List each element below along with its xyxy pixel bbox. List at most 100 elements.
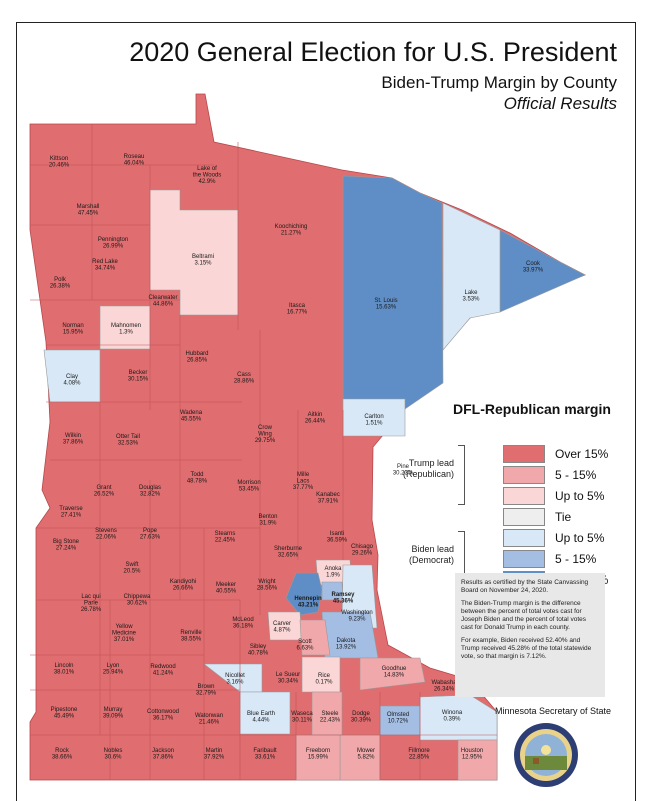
county-name: Roseau (124, 154, 145, 160)
county-margin: 45.55% (181, 417, 202, 423)
county-margin: 22.45% (215, 538, 236, 544)
county-name: Martin (206, 748, 223, 754)
county-margin: 37.91% (318, 499, 339, 505)
county-name: Waseca (291, 711, 313, 717)
county-margin: 22.43% (320, 718, 341, 724)
county-margin: 1.3% (119, 330, 133, 336)
county-margin: 4.08% (63, 381, 81, 387)
county-margin: 40.78% (248, 651, 269, 657)
county-margin: 33.97% (523, 268, 544, 274)
notes-definition: The Biden-Trump margin is the difference… (461, 600, 587, 631)
county-margin: 5.82% (357, 755, 375, 761)
county-margin: 13.92% (336, 645, 357, 651)
county-name: Houston (461, 748, 483, 754)
county-name: Wabasha (431, 680, 457, 686)
county-margin: 38.55% (181, 637, 202, 643)
county-margin: 27.24% (56, 546, 77, 552)
county-name: Blue Earth (247, 711, 275, 717)
county-goodhue (359, 657, 426, 691)
county-margin: 34.74% (95, 266, 116, 272)
county-margin: 27.41% (61, 513, 82, 519)
secretary-of-state-seal-icon (514, 723, 578, 787)
county-margin: 22.85% (409, 755, 430, 761)
county-margin: 47.45% (78, 211, 99, 217)
notes-box: Results as certified by the State Canvas… (455, 573, 605, 697)
county-name: Clay (66, 374, 78, 380)
county-margin: 26.85% (187, 358, 208, 364)
county-name: Isanti (330, 531, 344, 537)
county-margin: 37.01% (114, 637, 135, 643)
county-margin: 31.9% (259, 521, 277, 527)
county-name: Mower (357, 748, 375, 754)
county-name: Mille (297, 472, 310, 478)
county-name: Lacs (297, 479, 310, 485)
county-scott (299, 619, 331, 656)
legend-label: 5 - 15% (555, 468, 597, 482)
county-name: Scott (298, 639, 312, 645)
county-margin: 26.38% (50, 284, 71, 290)
legend-item: Up to 5% (503, 529, 613, 549)
county-name: Kanabec (316, 492, 340, 498)
county-margin: 26.99% (103, 244, 124, 250)
county-name: Redwood (150, 664, 175, 670)
county-name: Wright (258, 579, 276, 585)
county-margin: 4.44% (252, 718, 270, 724)
county-margin: 20.5% (123, 569, 141, 575)
county-name: Washington (341, 610, 372, 616)
legend-swatch (503, 466, 545, 484)
county-name: Rock (55, 748, 70, 754)
county-margin: 6.63% (296, 646, 314, 652)
legend-item: 5 - 15% (503, 466, 613, 486)
county-margin: 3.16% (226, 680, 244, 686)
county-name: Yellow (115, 624, 133, 630)
county-name: Lac qui (81, 594, 100, 600)
county-name: Dakota (336, 638, 356, 644)
county-name: Jackson (152, 748, 174, 754)
legend-trump-brace (458, 445, 465, 505)
county-margin: 14.83% (384, 673, 405, 679)
county-name: Hubbard (185, 351, 208, 357)
county-name: Watonwan (195, 713, 223, 719)
county-margin: 4.87% (273, 628, 291, 634)
county-name: Nicollet (225, 673, 245, 679)
county-margin: 21.46% (199, 720, 220, 726)
county-margin: 32.53% (118, 441, 139, 447)
county-name: Hennepin (294, 596, 322, 602)
county-name: Clearwater (148, 295, 177, 301)
county-name: Kittson (50, 156, 68, 162)
county-name: Sherburne (274, 546, 303, 552)
county-margin: 26.78% (81, 607, 102, 613)
county-name: Goodhue (382, 666, 407, 672)
legend-swatch (503, 487, 545, 505)
legend-swatch (503, 508, 545, 526)
county-name: Grant (96, 485, 111, 491)
county-name: Pope (143, 528, 158, 534)
county-name: Olmsted (387, 712, 409, 718)
